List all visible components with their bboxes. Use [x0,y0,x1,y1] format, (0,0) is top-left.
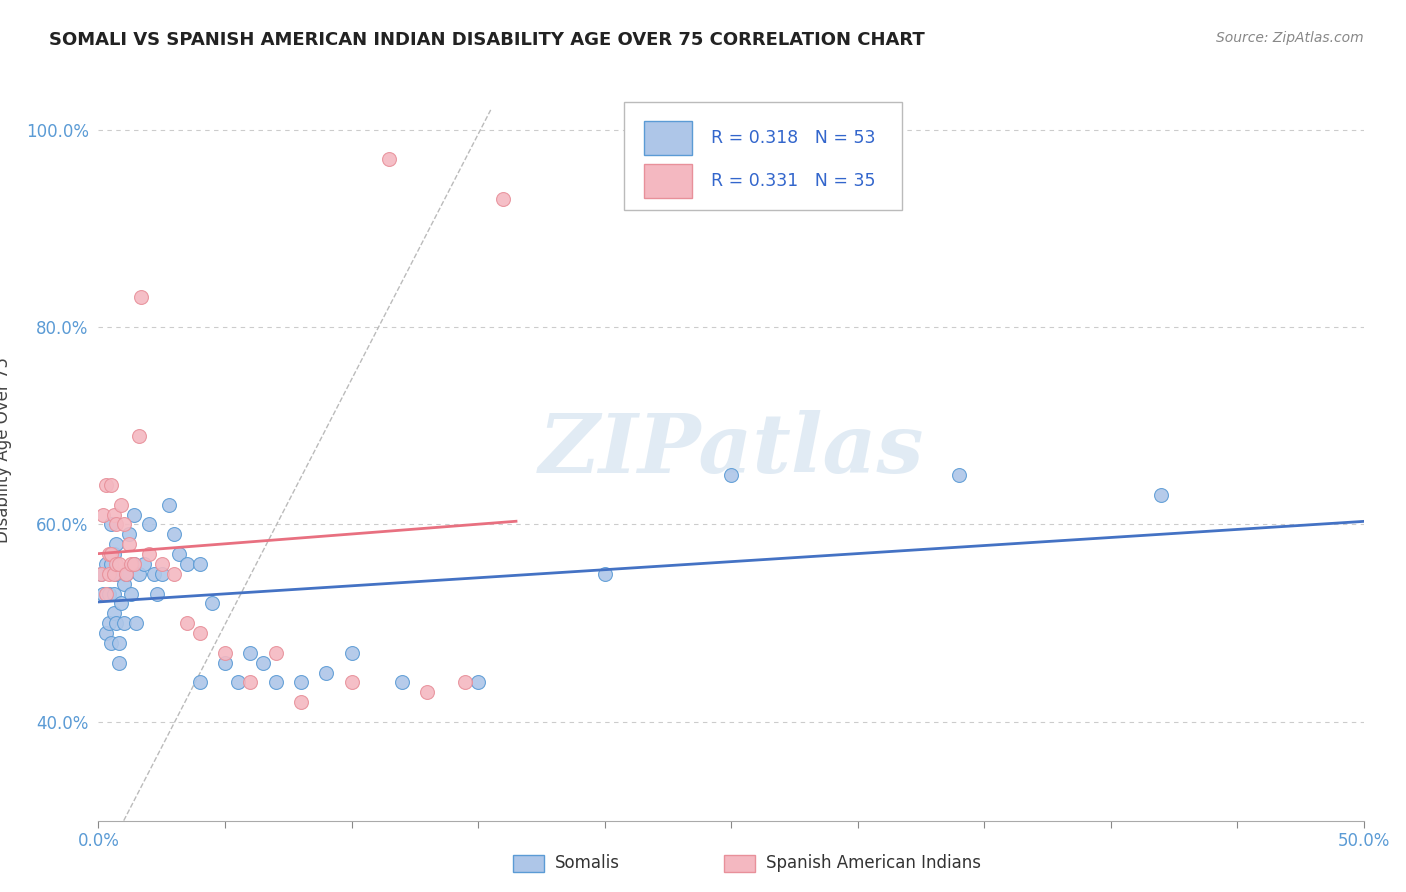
Point [157,498,180,512]
Point [948,468,970,483]
Point [100,636,122,650]
Point [105,537,128,551]
Point [103,508,125,522]
Point [150,557,173,571]
Point [163,527,186,541]
Point [90,566,112,581]
Point [252,656,274,670]
Point [107,636,129,650]
Point [120,557,142,571]
Point [105,517,128,532]
Text: Spanish American Indians: Spanish American Indians [766,855,981,872]
Point [720,468,742,483]
Text: R = 0.318   N = 53: R = 0.318 N = 53 [711,129,876,147]
Point [118,527,141,541]
Point [239,675,262,690]
Point [128,566,150,581]
Point [315,665,337,680]
Point [122,557,145,571]
Point [454,675,477,690]
Point [94,557,117,571]
Point [107,656,129,670]
Point [163,566,186,581]
Point [176,557,198,571]
Point [115,566,138,581]
Point [105,566,128,581]
Bar [644,121,692,155]
Point [93,586,115,600]
Point [593,566,616,581]
Point [94,626,117,640]
Point [100,517,122,532]
Point [110,498,132,512]
Point [97,547,120,561]
Text: Somalis: Somalis [555,855,620,872]
Point [105,557,128,571]
Point [1150,488,1173,502]
Point [112,517,135,532]
Point [120,586,142,600]
Point [340,646,363,660]
Point [340,675,363,690]
Point [143,566,166,581]
Point [290,675,312,690]
Point [103,547,125,561]
Point [214,656,236,670]
Point [138,547,160,561]
Point [132,557,155,571]
Text: Source: ZipAtlas.com: Source: ZipAtlas.com [1216,31,1364,45]
Point [188,675,211,690]
Point [138,517,160,532]
Point [103,586,125,600]
Point [264,646,287,660]
Point [201,597,224,611]
Point [176,616,198,631]
Point [226,675,249,690]
Y-axis label: Disability Age Over 75: Disability Age Over 75 [0,358,11,543]
Point [97,586,120,600]
Point [100,478,122,492]
Point [467,675,489,690]
Point [150,566,173,581]
Bar [644,164,692,198]
Point [112,616,135,631]
Point [145,586,167,600]
Point [239,646,262,660]
Text: SOMALI VS SPANISH AMERICAN INDIAN DISABILITY AGE OVER 75 CORRELATION CHART: SOMALI VS SPANISH AMERICAN INDIAN DISABI… [49,31,925,49]
Point [100,547,122,561]
Point [122,508,145,522]
Point [188,557,211,571]
Point [128,428,150,442]
Point [131,290,153,304]
Point [122,557,145,571]
Bar [623,103,903,210]
Point [107,557,129,571]
Point [264,675,287,690]
Point [391,675,413,690]
Point [103,607,125,621]
Point [112,576,135,591]
Point [416,685,439,699]
Point [97,566,120,581]
Point [97,616,120,631]
Point [290,695,312,709]
Point [100,557,122,571]
Point [110,597,132,611]
Point [118,537,141,551]
Text: R = 0.331   N = 35: R = 0.331 N = 35 [711,172,876,190]
Point [103,566,125,581]
Point [214,646,236,660]
Point [94,478,117,492]
Point [115,566,138,581]
Point [93,508,115,522]
Point [125,616,148,631]
Point [169,547,191,561]
Point [188,626,211,640]
Point [94,586,117,600]
Point [90,566,112,581]
Point [378,153,401,167]
Point [105,616,128,631]
Point [492,192,515,206]
Text: ZIPatlas: ZIPatlas [538,410,924,491]
